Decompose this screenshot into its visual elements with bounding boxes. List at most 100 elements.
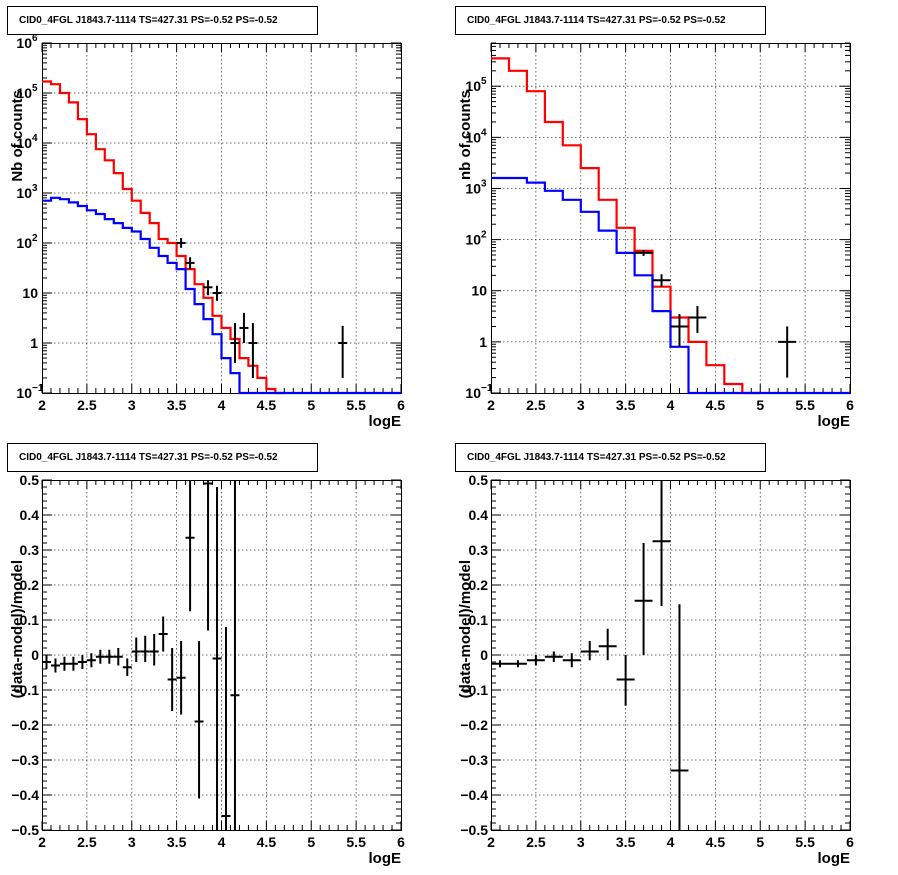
data-point (670, 604, 689, 830)
x-axis-title: logE (818, 850, 851, 867)
data-point (239, 312, 249, 343)
y-tick-label: 10 (16, 185, 32, 201)
data-point (212, 285, 222, 301)
x-axis-title: logE (818, 413, 851, 430)
y-tick-label: 0.3 (20, 542, 40, 558)
data-point (230, 323, 240, 363)
x-tick-label: 4 (667, 397, 675, 413)
y-tick-label: −0.4 (460, 787, 488, 803)
data-point (131, 637, 141, 662)
data-point (203, 480, 213, 631)
data-point (634, 543, 653, 655)
data-point (176, 641, 186, 715)
data-point (50, 658, 60, 673)
x-tick-label: 5.5 (795, 397, 815, 413)
y-axis-title-counts: Nb of counts (9, 90, 26, 182)
data-point (616, 655, 635, 706)
title-box (7, 6, 318, 35)
y-tick-label: 0.5 (20, 472, 40, 488)
data-point (122, 658, 132, 676)
y-tick-label: 0.4 (469, 507, 489, 523)
title-box (455, 6, 766, 35)
panel-top-left: CID0_4FGL J1843.7-1114 TS=427.31 PS=-0.5… (7, 6, 405, 430)
data-point (230, 480, 240, 830)
y-tick-label-exponent: 4 (32, 133, 38, 144)
data-point (176, 238, 186, 248)
x-tick-label: 3 (577, 834, 585, 850)
title-box (7, 443, 318, 472)
x-tick-label: 4 (218, 397, 226, 413)
y-tick-label-exponent: 5 (32, 83, 38, 94)
model-source-histogram (491, 176, 850, 395)
y-axis-title-counts: nb of counts (457, 90, 474, 180)
x-axis-title: logE (369, 850, 402, 867)
data-point (149, 634, 159, 666)
x-tick-label: 2.5 (526, 397, 546, 413)
x-tick-label: 3.5 (167, 834, 187, 850)
x-tick-label: 4.5 (706, 397, 726, 413)
data-point (652, 274, 671, 287)
data-point (59, 656, 69, 671)
data-point (688, 306, 707, 333)
data-point (338, 325, 348, 378)
data-point (86, 653, 96, 668)
y-tick-label: −0.3 (460, 752, 488, 768)
y-tick-label-exponent: 3 (481, 178, 487, 189)
y-axis-title-residual: (data-model)/model (9, 560, 26, 698)
x-tick-label: 4.5 (706, 834, 726, 850)
y-tick-label: 10 (16, 35, 32, 51)
x-tick-label: 2.5 (526, 834, 546, 850)
y-tick-label: −0.3 (11, 752, 39, 768)
y-tick-label: 1 (479, 334, 487, 350)
chart-title: CID0_4FGL J1843.7-1114 TS=427.31 PS=-0.5… (19, 15, 278, 26)
y-tick-label: 10 (465, 385, 481, 401)
data-point (491, 660, 509, 668)
x-tick-label: 3.5 (616, 834, 636, 850)
data-point (598, 628, 617, 661)
y-tick-label-exponent: −1 (32, 383, 44, 394)
data-point (670, 314, 689, 347)
data-point (158, 616, 168, 652)
y-tick-label: −0.2 (11, 717, 39, 733)
x-tick-label: 6 (846, 397, 854, 413)
data-point (140, 635, 150, 662)
data-point (77, 655, 87, 669)
y-tick-label: 10 (16, 85, 32, 101)
data-point (508, 660, 527, 668)
y-tick-label: 10 (22, 285, 38, 301)
y-tick-label: 0.2 (469, 577, 489, 593)
data-point (167, 648, 177, 711)
panel-top-right: CID0_4FGL J1843.7-1114 TS=427.31 PS=-0.5… (455, 6, 854, 430)
y-tick-label: 0.1 (469, 612, 489, 628)
x-tick-label: 2 (38, 834, 46, 850)
x-tick-label: 4 (667, 834, 675, 850)
y-tick-label: 0.2 (20, 577, 40, 593)
y-tick-label: −0.2 (460, 717, 488, 733)
y-tick-label: 0.1 (20, 612, 40, 628)
y-tick-label: 0 (31, 647, 39, 663)
x-tick-label: 5.5 (346, 397, 366, 413)
model-total-histogram (491, 57, 761, 395)
model-source-histogram (42, 196, 401, 395)
y-tick-label-exponent: 2 (481, 230, 487, 241)
x-tick-label: 6 (846, 834, 854, 850)
y-tick-label: −0.1 (11, 682, 39, 698)
y-tick-label: 10 (16, 135, 32, 151)
y-tick-label: 10 (465, 78, 481, 94)
data-point (248, 323, 258, 378)
x-tick-label: 4.5 (257, 397, 277, 413)
data-point (634, 249, 653, 256)
y-tick-label-exponent: 4 (481, 127, 487, 138)
y-tick-label: −0.5 (460, 822, 488, 838)
data-point (652, 480, 671, 606)
data-point (185, 480, 195, 612)
y-tick-label-exponent: 5 (481, 76, 487, 87)
x-tick-label: 5 (307, 397, 315, 413)
y-tick-label-exponent: 3 (32, 183, 38, 194)
data-point (562, 653, 581, 668)
x-tick-label: 2 (38, 397, 46, 413)
y-tick-label: 0.4 (20, 507, 40, 523)
x-tick-label: 3.5 (167, 397, 187, 413)
panel-bottom-left: CID0_4FGL J1843.7-1114 TS=427.31 PS=-0.5… (7, 443, 405, 867)
model-total-histogram (42, 80, 285, 395)
